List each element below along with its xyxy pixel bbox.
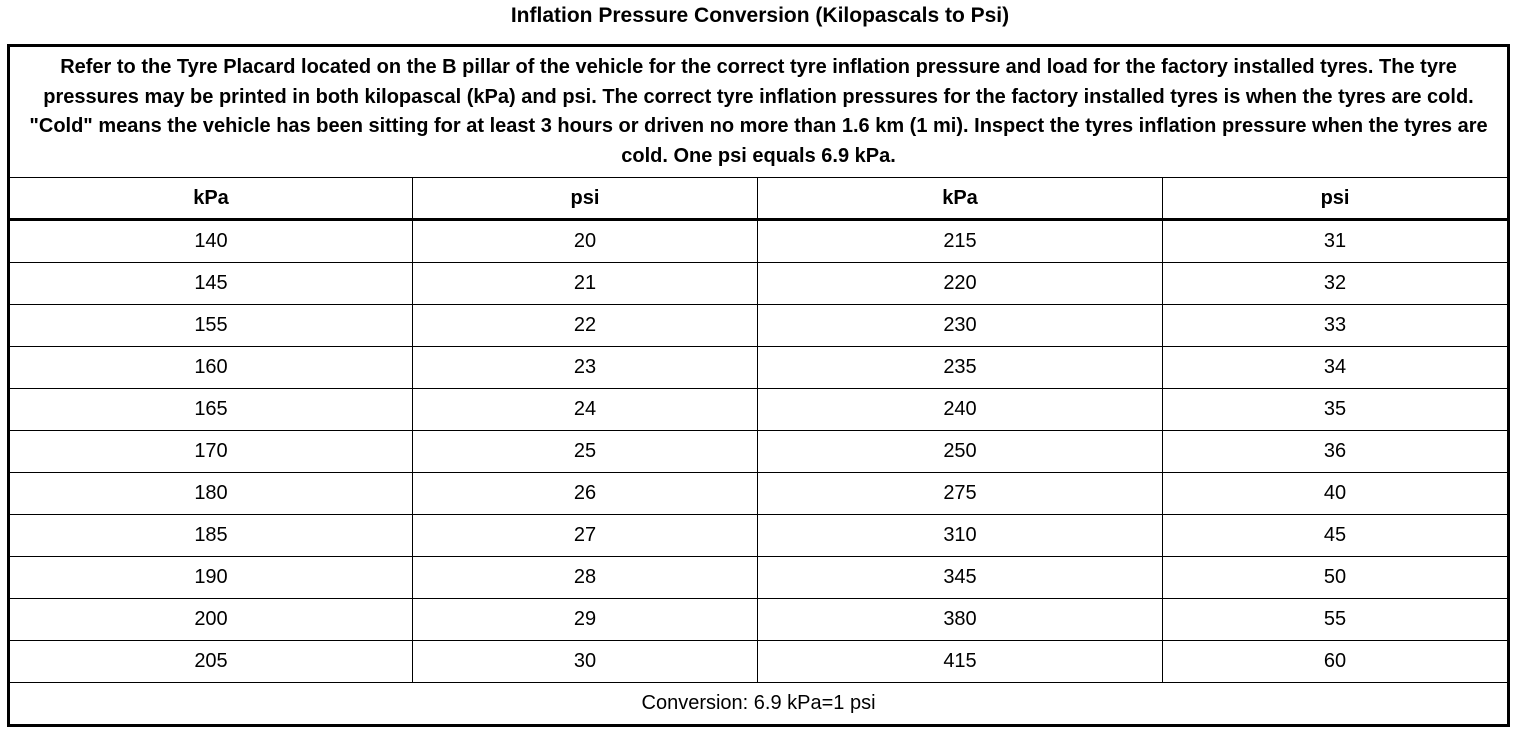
cell-kpa-1: 160 bbox=[8, 346, 413, 389]
table-row: 200 29 380 55 bbox=[8, 598, 1510, 641]
cell-kpa-2: 415 bbox=[757, 640, 1163, 683]
cell-psi-1: 28 bbox=[412, 556, 758, 599]
cell-kpa-2: 310 bbox=[757, 514, 1163, 557]
cell-kpa-1: 180 bbox=[8, 472, 413, 515]
header-psi-1: psi bbox=[412, 177, 758, 221]
cell-psi-2: 34 bbox=[1161, 346, 1510, 389]
header-psi-2: psi bbox=[1161, 177, 1510, 221]
conversion-footer: Conversion: 6.9 kPa=1 psi bbox=[7, 682, 1510, 726]
header-row: kPa psi kPa psi bbox=[8, 177, 1510, 221]
cell-kpa-1: 185 bbox=[8, 514, 413, 557]
cell-psi-2: 40 bbox=[1161, 472, 1510, 515]
cell-kpa-2: 240 bbox=[757, 388, 1163, 431]
cell-kpa-2: 345 bbox=[757, 556, 1163, 599]
cell-psi-2: 60 bbox=[1161, 640, 1510, 683]
cell-psi-1: 26 bbox=[412, 472, 758, 515]
intro-text: Refer to the Tyre Placard located on the… bbox=[7, 45, 1510, 178]
cell-kpa-2: 215 bbox=[757, 219, 1163, 263]
table-row: 145 21 220 32 bbox=[8, 262, 1510, 305]
cell-psi-1: 27 bbox=[412, 514, 758, 557]
cell-psi-2: 31 bbox=[1161, 219, 1510, 263]
cell-psi-2: 45 bbox=[1161, 514, 1510, 557]
cell-kpa-1: 155 bbox=[8, 304, 413, 347]
table-row: 190 28 345 50 bbox=[8, 556, 1510, 599]
table-row: 165 24 240 35 bbox=[8, 388, 1510, 431]
cell-kpa-1: 140 bbox=[8, 219, 413, 263]
cell-psi-1: 25 bbox=[412, 430, 758, 473]
intro-row: Refer to the Tyre Placard located on the… bbox=[7, 45, 1510, 178]
cell-psi-1: 29 bbox=[412, 598, 758, 641]
cell-psi-2: 36 bbox=[1161, 430, 1510, 473]
footer-row: Conversion: 6.9 kPa=1 psi bbox=[7, 682, 1510, 726]
table-row: 170 25 250 36 bbox=[8, 430, 1510, 473]
cell-kpa-2: 380 bbox=[757, 598, 1163, 641]
cell-kpa-1: 145 bbox=[8, 262, 413, 305]
cell-psi-2: 55 bbox=[1161, 598, 1510, 641]
header-kpa-1: kPa bbox=[8, 177, 413, 221]
cell-psi-1: 21 bbox=[412, 262, 758, 305]
table-row: 155 22 230 33 bbox=[8, 304, 1510, 347]
conversion-table: Refer to the Tyre Placard located on the… bbox=[7, 44, 1511, 727]
cell-kpa-2: 220 bbox=[757, 262, 1163, 305]
cell-psi-2: 50 bbox=[1161, 556, 1510, 599]
cell-kpa-1: 190 bbox=[8, 556, 413, 599]
cell-kpa-1: 170 bbox=[8, 430, 413, 473]
cell-kpa-2: 250 bbox=[757, 430, 1163, 473]
header-kpa-2: kPa bbox=[757, 177, 1163, 221]
cell-psi-2: 32 bbox=[1161, 262, 1510, 305]
cell-kpa-2: 230 bbox=[757, 304, 1163, 347]
cell-kpa-2: 235 bbox=[757, 346, 1163, 389]
table-row: 160 23 235 34 bbox=[8, 346, 1510, 389]
cell-psi-1: 22 bbox=[412, 304, 758, 347]
page-title: Inflation Pressure Conversion (Kilopasca… bbox=[510, 4, 1010, 27]
cell-psi-1: 30 bbox=[412, 640, 758, 683]
cell-psi-1: 23 bbox=[412, 346, 758, 389]
cell-kpa-1: 205 bbox=[8, 640, 413, 683]
cell-kpa-1: 200 bbox=[8, 598, 413, 641]
cell-psi-2: 35 bbox=[1161, 388, 1510, 431]
table-row: 205 30 415 60 bbox=[8, 640, 1510, 683]
cell-psi-1: 24 bbox=[412, 388, 758, 431]
cell-kpa-2: 275 bbox=[757, 472, 1163, 515]
table-row: 185 27 310 45 bbox=[8, 514, 1510, 557]
cell-psi-2: 33 bbox=[1161, 304, 1510, 347]
cell-psi-1: 20 bbox=[412, 219, 758, 263]
cell-kpa-1: 165 bbox=[8, 388, 413, 431]
table-row: 180 26 275 40 bbox=[8, 472, 1510, 515]
table-row: 140 20 215 31 bbox=[8, 219, 1510, 263]
